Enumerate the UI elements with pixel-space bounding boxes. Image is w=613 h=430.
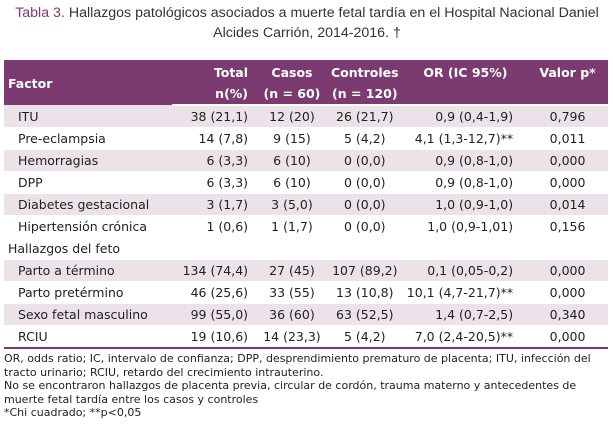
cell-factor: RCIU [4, 325, 173, 349]
cell-total: 99 (55,0) [172, 303, 259, 326]
cell-controles: 5 (4,2) [325, 127, 404, 150]
cell-or: 0,1 (0,05-0,2) [403, 259, 528, 282]
table-body: ITU 38 (21,1) 12 (20) 26 (21,7) 0,9 (0,4-1,9… [4, 105, 608, 349]
findings-table: Factor Total Casos Controles OR (IC 95%)… [4, 60, 608, 349]
cell-p: 0,796 [527, 105, 608, 128]
cell-factor: Diabetes gestacional [4, 193, 173, 216]
cell-or: 4,1 (1,3-12,7)** [403, 127, 528, 150]
cell-controles: 63 (52,5) [325, 303, 404, 326]
cell-p: 0,340 [527, 303, 608, 326]
cell-total: 6 (3,3) [172, 149, 259, 172]
cell-casos: 6 (10) [258, 171, 326, 194]
cell-total: 19 (10,6) [172, 325, 259, 349]
note-abbreviations: OR, odds ratio; IC, intervalo de confian… [4, 352, 591, 379]
header-p: Valor p* [527, 60, 608, 83]
cell-or: 1,4 (0,7-2,5) [403, 303, 528, 326]
cell-casos: 3 (5,0) [258, 193, 326, 216]
cell-controles: 26 (21,7) [325, 105, 404, 128]
cell-total: 14 (7,8) [172, 127, 259, 150]
cell-factor: Sexo fetal masculino [4, 303, 173, 326]
cell-factor: Parto a término [4, 259, 173, 282]
cell-casos: 12 (20) [258, 105, 326, 128]
cell-casos: 1 (1,7) [258, 215, 326, 238]
cell-controles: 107 (89,2) [325, 259, 404, 282]
table-row: ITU 38 (21,1) 12 (20) 26 (21,7) 0,9 (0,4-1,9… [4, 105, 608, 128]
header-factor: Factor [4, 60, 173, 105]
cell-casos: 36 (60) [258, 303, 326, 326]
section-row: Hallazgos del feto [4, 237, 608, 260]
header-or: OR (IC 95%) [403, 60, 528, 83]
cell-controles: 5 (4,2) [325, 325, 404, 349]
table-row: Hemorragias 6 (3,3) 6 (10) 0 (0,0) 0,9 (0,8-… [4, 149, 608, 172]
cell-total: 46 (25,6) [172, 281, 259, 304]
cell-p: 0,000 [527, 171, 608, 194]
cell-total: 1 (0,6) [172, 215, 259, 238]
cell-casos: 9 (15) [258, 127, 326, 150]
note-tests: *Chi cuadrado; **p<0,05 [4, 406, 142, 419]
cell-casos: 27 (45) [258, 259, 326, 282]
cell-controles: 0 (0,0) [325, 215, 404, 238]
header-total-sub: n(%) [172, 83, 259, 106]
cell-p: 0,011 [527, 127, 608, 150]
header-total: Total [172, 60, 259, 83]
table-row: Parto pretérmino 46 (25,6) 33 (55) 13 (10,8… [4, 281, 608, 304]
cell-factor: ITU [4, 105, 173, 128]
table-notes: OR, odds ratio; IC, intervalo de confian… [4, 352, 610, 420]
cell-factor: Pre-eclampsia [4, 127, 173, 150]
cell-or: 1,0 (0,9-1,01) [403, 215, 528, 238]
cell-controles: 0 (0,0) [325, 149, 404, 172]
cell-total: 3 (1,7) [172, 193, 259, 216]
header-casos-sub: (n = 60) [258, 83, 326, 106]
cell-or: 0,9 (0,8-1,0) [403, 171, 528, 194]
cell-p: 0,000 [527, 149, 608, 172]
header-controles: Controles [325, 60, 404, 83]
cell-p: 0,014 [527, 193, 608, 216]
cell-total: 6 (3,3) [172, 171, 259, 194]
cell-controles: 13 (10,8) [325, 281, 404, 304]
cell-factor: Hemorragias [4, 149, 173, 172]
cell-casos: 14 (23,3) [258, 325, 326, 349]
note-not-found: No se encontraron hallazgos de placenta … [4, 379, 577, 406]
cell-casos: 6 (10) [258, 149, 326, 172]
cell-or: 10,1 (4,7-21,7)** [403, 281, 528, 304]
cell-factor: Hipertensión crónica [4, 215, 173, 238]
cell-or: 7,0 (2,4-20,5)** [403, 325, 528, 349]
cell-or: 0,9 (0,8-1,0) [403, 149, 528, 172]
cell-p: 0,156 [527, 215, 608, 238]
cell-factor: Parto pretérmino [4, 281, 173, 304]
header-or-sub [403, 83, 528, 106]
cell-casos: 33 (55) [258, 281, 326, 304]
table-row: Sexo fetal masculino 99 (55,0) 36 (60) 63 (… [4, 303, 608, 326]
table-row: Diabetes gestacional 3 (1,7) 3 (5,0) 0 (0,0… [4, 193, 608, 216]
cell-controles: 0 (0,0) [325, 193, 404, 216]
cell-or: 0,9 (0,4-1,9) [403, 105, 528, 128]
table-row: DPP 6 (3,3) 6 (10) 0 (0,0) 0,9 (0,8-1,0) 0,00… [4, 171, 608, 194]
cell-total: 134 (74,4) [172, 259, 259, 282]
cell-factor: DPP [4, 171, 173, 194]
table-label: Tabla 3. [15, 5, 65, 21]
cell-p: 0,000 [527, 281, 608, 304]
section-label: Hallazgos del feto [4, 237, 608, 260]
cell-or: 1,0 (0,9-1,0) [403, 193, 528, 216]
table-row: Parto a término 134 (74,4) 27 (45) 107 (89,… [4, 259, 608, 282]
table-row: RCIU 19 (10,6) 14 (23,3) 5 (4,2) 7,0 (2,4-20… [4, 325, 608, 349]
header-p-sub [527, 83, 608, 106]
cell-p: 0,000 [527, 325, 608, 349]
cell-controles: 0 (0,0) [325, 171, 404, 194]
header-casos: Casos [258, 60, 326, 83]
table-row: Hipertensión crónica 1 (0,6) 1 (1,7) 0 (0,0… [4, 215, 608, 238]
cell-total: 38 (21,1) [172, 105, 259, 128]
table-caption: Tabla 3. Hallazgos patológicos asociados… [4, 3, 610, 43]
cell-p: 0,000 [527, 259, 608, 282]
header-controles-sub: (n = 120) [325, 83, 404, 106]
table-title: Hallazgos patológicos asociados a muerte… [64, 5, 599, 41]
table-row: Pre-eclampsia 14 (7,8) 9 (15) 5 (4,2) 4,1 (1… [4, 127, 608, 150]
